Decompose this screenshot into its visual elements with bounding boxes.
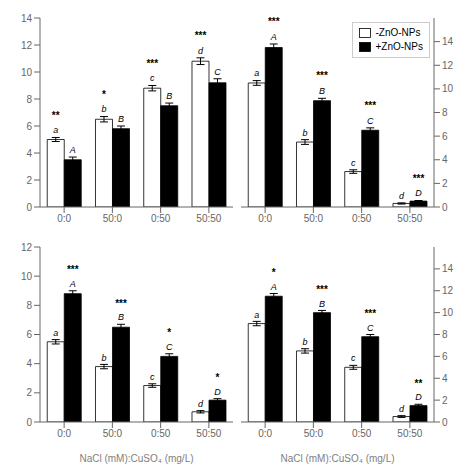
- svg-text:NaCl (mM):CuSO₄ (mg/L): NaCl (mM):CuSO₄ (mg/L): [280, 453, 394, 464]
- svg-text:4: 4: [442, 154, 448, 165]
- svg-text:***: ***: [316, 284, 328, 295]
- svg-text:2: 2: [26, 387, 32, 398]
- svg-text:c: c: [351, 158, 356, 168]
- svg-text:d: d: [399, 404, 405, 414]
- svg-text:*: *: [102, 89, 106, 100]
- svg-text:***: ***: [195, 30, 207, 41]
- svg-text:**: **: [52, 110, 60, 121]
- svg-text:12: 12: [21, 40, 33, 51]
- svg-text:NaCl (mM):CuSO₄ (mg/L): NaCl (mM):CuSO₄ (mg/L): [79, 453, 193, 464]
- svg-text:0:50: 0:50: [352, 213, 372, 224]
- svg-text:C: C: [214, 67, 221, 77]
- svg-text:***: ***: [316, 70, 328, 81]
- svg-text:c: c: [351, 353, 356, 363]
- svg-text:B: B: [319, 299, 325, 309]
- svg-text:C: C: [367, 323, 374, 333]
- svg-text:b: b: [101, 104, 106, 114]
- svg-text:2: 2: [442, 395, 448, 406]
- svg-text:B: B: [118, 312, 124, 322]
- svg-text:B: B: [319, 86, 325, 96]
- svg-text:6: 6: [442, 131, 448, 142]
- svg-text:0:50: 0:50: [352, 428, 372, 439]
- svg-text:A: A: [270, 32, 277, 42]
- svg-text:a: a: [254, 310, 259, 320]
- svg-text:4: 4: [26, 148, 32, 159]
- svg-text:50:0: 50:0: [304, 428, 324, 439]
- svg-text:c: c: [150, 372, 155, 382]
- svg-text:d: d: [198, 399, 204, 409]
- svg-text:B: B: [166, 91, 172, 101]
- svg-text:c: c: [150, 73, 155, 83]
- html-text:+ZnO-NPs: +ZnO-NPs: [375, 41, 423, 52]
- svg-text:14: 14: [442, 263, 454, 274]
- svg-text:A: A: [69, 279, 76, 289]
- svg-text:14: 14: [442, 36, 454, 47]
- svg-text:10: 10: [21, 271, 33, 282]
- svg-text:b: b: [302, 128, 307, 138]
- svg-text:0: 0: [26, 202, 32, 213]
- svg-text:**: **: [415, 378, 423, 389]
- svg-text:***: ***: [268, 16, 280, 27]
- svg-text:***: ***: [146, 58, 158, 69]
- html-text:-ZnO-NPs: -ZnO-NPs: [375, 27, 421, 38]
- svg-text:0: 0: [26, 417, 32, 428]
- svg-text:***: ***: [115, 298, 127, 309]
- svg-text:a: a: [53, 125, 58, 135]
- svg-text:a: a: [53, 328, 58, 338]
- svg-text:D: D: [415, 188, 422, 198]
- svg-text:A: A: [69, 145, 76, 155]
- svg-text:10: 10: [442, 83, 454, 94]
- svg-text:D: D: [214, 387, 221, 397]
- svg-text:***: ***: [364, 308, 376, 319]
- svg-text:*: *: [216, 372, 220, 383]
- svg-text:14: 14: [21, 13, 33, 24]
- svg-text:b: b: [302, 337, 307, 347]
- svg-text:6: 6: [26, 121, 32, 132]
- svg-text:*: *: [272, 267, 276, 278]
- svg-text:8: 8: [26, 94, 32, 105]
- svg-text:0:50: 0:50: [151, 428, 171, 439]
- svg-text:d: d: [198, 46, 204, 56]
- svg-text:50:50: 50:50: [196, 213, 221, 224]
- svg-text:10: 10: [442, 307, 454, 318]
- svg-text:12: 12: [442, 60, 454, 71]
- svg-text:0:0: 0:0: [57, 213, 71, 224]
- svg-text:50:50: 50:50: [397, 428, 422, 439]
- svg-text:50:50: 50:50: [196, 428, 221, 439]
- svg-text:A: A: [270, 282, 277, 292]
- svg-text:50:50: 50:50: [397, 213, 422, 224]
- svg-text:C: C: [367, 116, 374, 126]
- svg-text:b: b: [101, 353, 106, 363]
- svg-text:10: 10: [21, 67, 33, 78]
- svg-text:12: 12: [442, 285, 454, 296]
- svg-text:C: C: [166, 342, 173, 352]
- svg-text:*: *: [167, 327, 171, 338]
- svg-text:2: 2: [442, 178, 448, 189]
- svg-text:4: 4: [26, 358, 32, 369]
- svg-text:12: 12: [21, 242, 33, 253]
- svg-text:***: ***: [413, 173, 425, 184]
- svg-text:6: 6: [26, 329, 32, 340]
- svg-text:50:0: 50:0: [103, 428, 123, 439]
- svg-text:B: B: [118, 114, 124, 124]
- svg-text:0:50: 0:50: [151, 213, 171, 224]
- svg-text:8: 8: [442, 329, 448, 340]
- svg-text:***: ***: [364, 100, 376, 111]
- svg-text:50:0: 50:0: [304, 213, 324, 224]
- svg-text:0:0: 0:0: [258, 213, 272, 224]
- svg-text:0: 0: [442, 202, 448, 213]
- svg-text:0:0: 0:0: [258, 428, 272, 439]
- svg-text:8: 8: [442, 107, 448, 118]
- svg-text:8: 8: [26, 300, 32, 311]
- svg-text:0: 0: [442, 417, 448, 428]
- svg-text:50:0: 50:0: [103, 213, 123, 224]
- svg-text:D: D: [415, 392, 422, 402]
- svg-text:***: ***: [67, 264, 79, 275]
- svg-text:0:0: 0:0: [57, 428, 71, 439]
- svg-text:d: d: [399, 191, 405, 201]
- svg-text:4: 4: [442, 373, 448, 384]
- svg-text:a: a: [254, 68, 259, 78]
- svg-text:6: 6: [442, 351, 448, 362]
- svg-text:2: 2: [26, 175, 32, 186]
